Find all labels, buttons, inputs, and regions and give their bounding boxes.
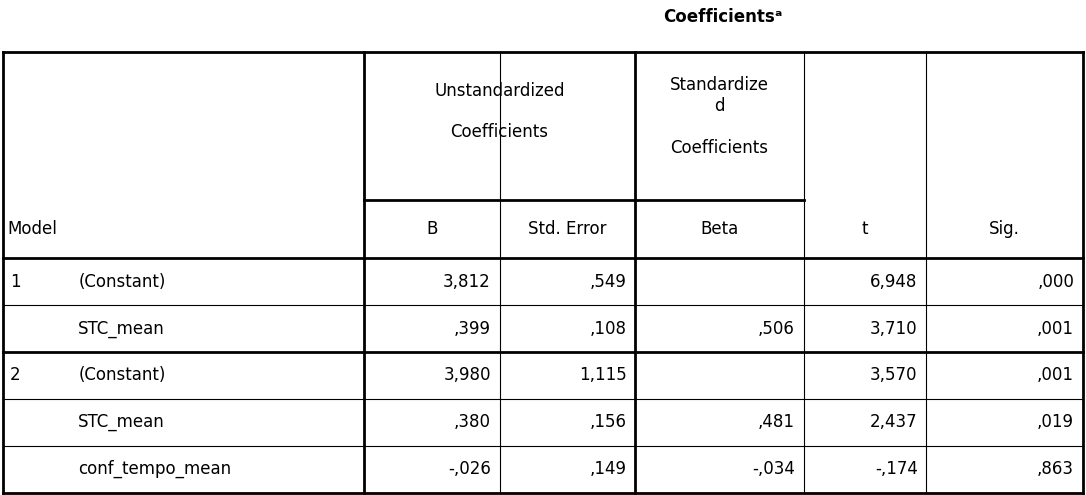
Text: ,549: ,549 <box>590 273 627 291</box>
Text: Std. Error: Std. Error <box>528 220 607 239</box>
Text: 2: 2 <box>10 366 21 385</box>
Text: ,000: ,000 <box>1037 273 1074 291</box>
Text: 6,948: 6,948 <box>870 273 918 291</box>
Text: Sig.: Sig. <box>989 220 1020 239</box>
Text: ,380: ,380 <box>454 413 491 431</box>
Text: 3,570: 3,570 <box>870 366 918 385</box>
Text: Unstandardized

Coefficients: Unstandardized Coefficients <box>434 82 565 141</box>
Text: 3,812: 3,812 <box>443 273 491 291</box>
Text: Model: Model <box>8 220 58 239</box>
Text: ,019: ,019 <box>1037 413 1074 431</box>
Text: ,156: ,156 <box>590 413 627 431</box>
Text: B: B <box>426 220 438 239</box>
Text: (Constant): (Constant) <box>78 366 165 385</box>
Text: 3,710: 3,710 <box>870 320 918 338</box>
Text: ,001: ,001 <box>1037 320 1074 338</box>
Text: conf_tempo_mean: conf_tempo_mean <box>78 460 231 478</box>
Text: ,108: ,108 <box>590 320 627 338</box>
Text: 1: 1 <box>10 273 21 291</box>
Text: STC_mean: STC_mean <box>78 320 165 338</box>
Text: Coefficientsᵃ: Coefficientsᵃ <box>664 8 783 26</box>
Text: (Constant): (Constant) <box>78 273 165 291</box>
Text: t: t <box>862 220 868 239</box>
Text: ,506: ,506 <box>758 320 795 338</box>
Text: -,174: -,174 <box>875 460 918 478</box>
Text: -,034: -,034 <box>753 460 795 478</box>
Text: ,481: ,481 <box>758 413 795 431</box>
Text: Beta: Beta <box>700 220 738 239</box>
Text: 3,980: 3,980 <box>443 366 491 385</box>
Text: Standardize
d

Coefficients: Standardize d Coefficients <box>670 76 769 156</box>
Text: 2,437: 2,437 <box>870 413 918 431</box>
Text: 1,115: 1,115 <box>579 366 627 385</box>
Text: -,026: -,026 <box>449 460 491 478</box>
Text: ,001: ,001 <box>1037 366 1074 385</box>
Text: ,149: ,149 <box>590 460 627 478</box>
Text: STC_mean: STC_mean <box>78 413 165 431</box>
Text: ,399: ,399 <box>454 320 491 338</box>
Text: ,863: ,863 <box>1037 460 1074 478</box>
